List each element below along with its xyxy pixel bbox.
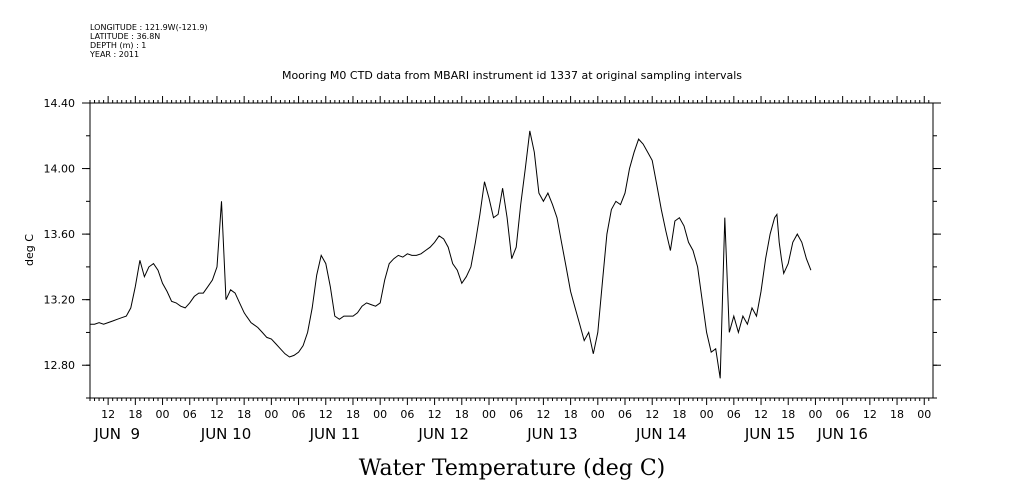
x-hour-label: 00 (808, 408, 822, 421)
x-hour-label: 12 (101, 408, 115, 421)
x-hour-label: 06 (400, 408, 414, 421)
x-hour-label: 18 (672, 408, 686, 421)
y-axis-label: deg C (23, 234, 36, 266)
x-hour-label: 12 (754, 408, 768, 421)
x-hour-label: 00 (700, 408, 714, 421)
x-hour-label: 12 (863, 408, 877, 421)
x-hour-label: 12 (210, 408, 224, 421)
x-hour-label: 06 (292, 408, 306, 421)
x-hour-label: 12 (319, 408, 333, 421)
x-hour-label: 06 (183, 408, 197, 421)
chart-title: Mooring M0 CTD data from MBARI instrumen… (282, 69, 742, 82)
x-day-label: JUN 12 (417, 425, 468, 443)
meta-depth: DEPTH (m) : 1 (90, 41, 147, 50)
x-day-label: JUN 10 (200, 425, 251, 443)
x-hour-label: 18 (781, 408, 795, 421)
y-axis: 12.80 13.20 13.60 14.00 14.40 (44, 97, 941, 399)
x-day-label: JUN 14 (635, 425, 686, 443)
meta-latitude: LATITUDE : 36.8N (90, 32, 161, 41)
x-axis: 12 18 00 06 12 18 00 06 12 18 00 06 12 18 00 06 12 18 00 06… (89, 96, 931, 443)
y-tick-label: 14.00 (44, 163, 76, 176)
x-day-label: JUN 9 (93, 425, 140, 443)
x-hour-label: 00 (264, 408, 278, 421)
y-tick-label: 12.80 (44, 359, 76, 372)
x-hour-label: 06 (727, 408, 741, 421)
x-hour-label: 18 (346, 408, 360, 421)
x-hour-label: 12 (645, 408, 659, 421)
x-day-label: JUN 13 (526, 425, 577, 443)
x-hour-label: 12 (536, 408, 550, 421)
meta-longitude: LONGITUDE : 121.9W(-121.9) (90, 23, 208, 32)
x-hour-label: 18 (564, 408, 578, 421)
plot-frame (89, 102, 934, 399)
x-hour-label: 00 (156, 408, 170, 421)
x-hour-label: 18 (128, 408, 142, 421)
y-tick-label: 14.40 (44, 97, 76, 110)
x-hour-label: 06 (509, 408, 523, 421)
x-hour-label: 18 (237, 408, 251, 421)
x-hour-label: 00 (373, 408, 387, 421)
y-tick-label: 13.60 (44, 228, 76, 241)
x-day-label: JUN 16 (816, 425, 867, 443)
x-hour-label: 00 (917, 408, 931, 421)
series-line-water-temperature (90, 130, 812, 379)
x-hour-label: 12 (428, 408, 442, 421)
x-axis-title: Water Temperature (deg C) (359, 456, 666, 481)
y-tick-label: 13.20 (44, 294, 76, 307)
x-hour-label: 18 (455, 408, 469, 421)
x-hour-label: 06 (836, 408, 850, 421)
x-day-label: JUN 15 (744, 425, 795, 443)
meta-year: YEAR : 2011 (90, 50, 140, 59)
x-hour-label: 06 (618, 408, 632, 421)
x-hour-label: 00 (482, 408, 496, 421)
x-day-label: JUN 11 (309, 425, 360, 443)
x-hour-label: 00 (591, 408, 605, 421)
x-hour-label: 18 (890, 408, 904, 421)
